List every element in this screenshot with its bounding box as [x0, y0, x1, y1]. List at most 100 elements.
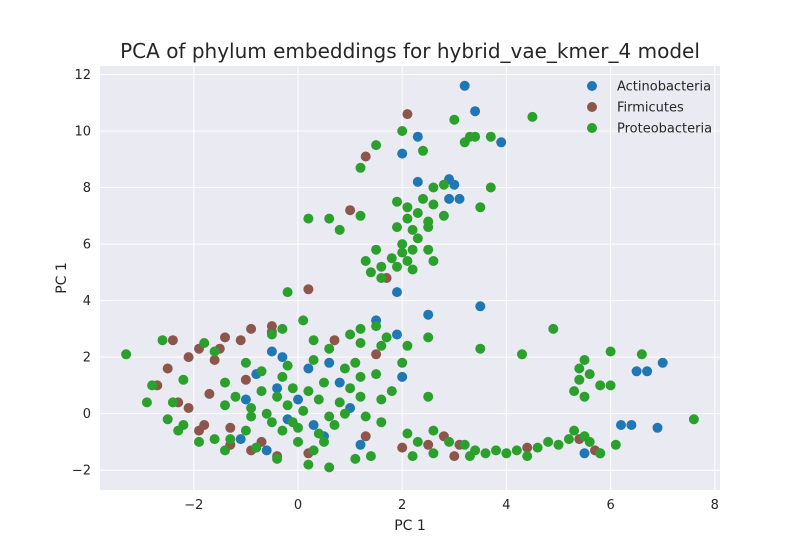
data-point: [313, 394, 324, 405]
data-point: [298, 315, 309, 326]
data-point: [183, 403, 194, 413]
data-point: [423, 439, 434, 450]
data-point: [485, 182, 496, 193]
data-point: [423, 332, 434, 343]
legend-marker: [587, 102, 597, 112]
data-point: [407, 224, 418, 235]
plot-area: [100, 66, 720, 490]
data-point: [303, 284, 314, 295]
data-point: [360, 256, 371, 266]
data-point: [121, 349, 132, 360]
data-point: [220, 445, 230, 456]
data-point: [199, 338, 210, 348]
data-point: [183, 352, 194, 363]
y-tick-label: 0: [83, 407, 91, 422]
data-point: [272, 453, 283, 464]
data-point: [324, 411, 335, 422]
data-point: [371, 140, 382, 151]
data-point: [293, 436, 303, 447]
legend-marker: [587, 123, 597, 133]
data-point: [569, 425, 580, 436]
data-point: [240, 394, 251, 405]
data-point: [412, 176, 423, 187]
data-point: [522, 451, 533, 462]
data-point: [230, 391, 241, 402]
data-point: [688, 414, 699, 425]
data-point: [475, 301, 486, 312]
data-point: [209, 355, 220, 365]
data-point: [235, 434, 246, 445]
data-point: [324, 213, 335, 224]
x-tick-label: 8: [711, 498, 719, 513]
data-point: [392, 196, 402, 207]
data-point: [240, 425, 251, 436]
data-point: [334, 397, 345, 408]
data-point: [574, 374, 585, 385]
series-actinobacteria: [235, 80, 668, 459]
data-point: [282, 400, 293, 411]
data-point: [444, 193, 455, 204]
data-point: [449, 114, 460, 125]
data-point: [397, 442, 408, 453]
data-point: [246, 323, 257, 334]
y-tick-label: 10: [74, 125, 91, 140]
data-point: [412, 436, 423, 447]
data-point: [407, 244, 418, 255]
data-point: [334, 224, 345, 235]
legend-label: Proteobacteria: [617, 122, 712, 137]
data-point: [376, 417, 387, 428]
data-point: [569, 386, 580, 397]
data-point: [605, 346, 616, 357]
data-point: [339, 363, 350, 374]
data-point: [371, 369, 382, 380]
data-point: [579, 355, 590, 365]
data-point: [543, 436, 554, 447]
x-tick-label: 2: [398, 498, 406, 513]
data-point: [355, 371, 366, 382]
data-point: [517, 349, 527, 360]
data-point: [412, 131, 423, 142]
x-axis-label: PC 1: [394, 518, 426, 534]
data-point: [350, 357, 361, 368]
data-point: [277, 371, 288, 382]
data-point: [371, 244, 382, 255]
data-point: [381, 332, 392, 343]
data-point: [657, 357, 668, 368]
data-point: [584, 436, 595, 447]
data-point: [141, 397, 152, 408]
data-point: [392, 287, 402, 298]
data-point: [449, 451, 460, 462]
data-point: [365, 451, 376, 462]
data-point: [157, 335, 168, 346]
data-point: [240, 357, 251, 368]
data-point: [485, 131, 496, 142]
data-point: [376, 340, 387, 351]
data-point: [392, 261, 402, 272]
data-point: [595, 448, 606, 459]
data-point: [303, 213, 314, 224]
data-point: [194, 436, 204, 447]
data-point: [261, 445, 272, 456]
data-point: [277, 323, 288, 334]
data-point: [360, 411, 371, 422]
y-tick-label: 2: [83, 351, 91, 366]
data-point: [324, 462, 335, 473]
data-point: [579, 391, 590, 402]
data-point: [266, 417, 277, 428]
data-point: [256, 386, 267, 397]
data-point: [579, 448, 590, 459]
data-point: [522, 442, 533, 453]
data-point: [423, 309, 434, 320]
data-point: [563, 434, 574, 445]
data-point: [491, 445, 501, 456]
data-point: [402, 428, 413, 439]
data-point: [225, 434, 236, 445]
data-point: [355, 391, 366, 402]
y-tick-label: 4: [83, 294, 91, 309]
data-point: [220, 377, 230, 388]
data-point: [220, 332, 230, 343]
y-tick-label: −2: [72, 464, 91, 479]
data-point: [464, 451, 475, 462]
data-point: [418, 193, 428, 204]
data-point: [355, 210, 366, 221]
